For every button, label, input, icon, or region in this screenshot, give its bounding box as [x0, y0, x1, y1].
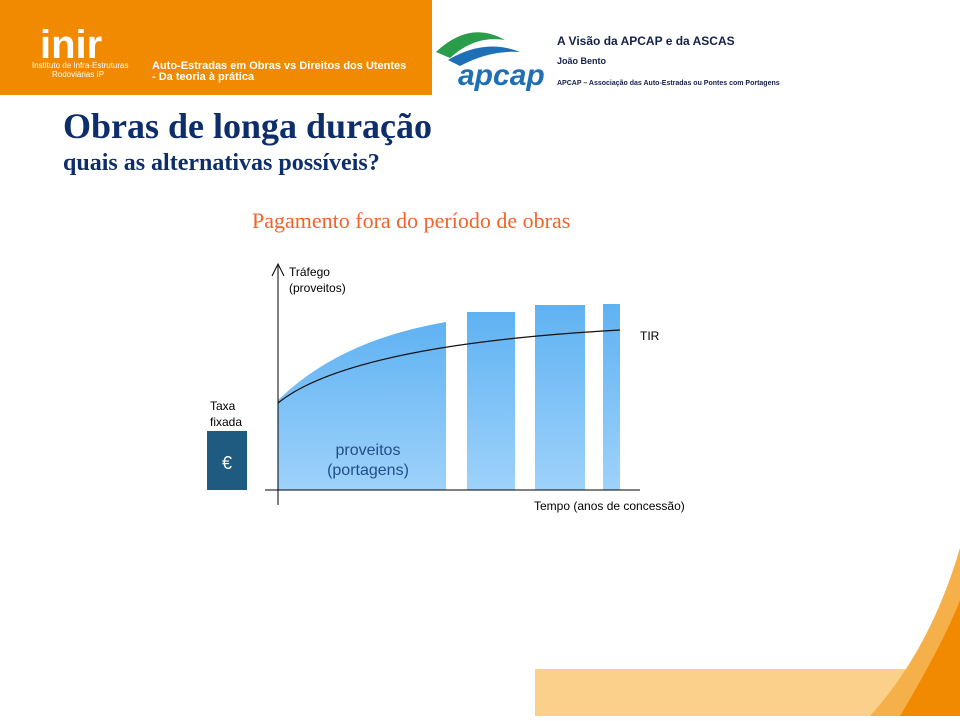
tir-label: TIR — [640, 329, 660, 343]
event-subtitle: - Da teoria à prática — [152, 71, 255, 83]
area-label: proveitos — [336, 442, 401, 459]
slide-title: Obras de longa duração — [63, 106, 432, 146]
area-label: (portagens) — [327, 462, 409, 479]
fixed-rate-label: Taxa — [210, 399, 236, 413]
euro-symbol: € — [222, 453, 232, 473]
revenue-area — [278, 322, 446, 490]
revenue-bar — [603, 304, 620, 490]
y-axis-label: Tráfego — [289, 265, 330, 279]
institute-line: Instituto de Infra-Estruturas — [32, 61, 129, 70]
speaker: João Bento — [557, 56, 607, 66]
x-axis-label: Tempo (anos de concessão) — [534, 499, 685, 513]
revenue-bar — [467, 312, 515, 490]
event-title: Auto-Estradas em Obras vs Direitos dos U… — [152, 60, 406, 72]
apcap-logo: apcap — [458, 59, 545, 92]
header-band — [0, 0, 432, 95]
fixed-rate-label: fixada — [210, 415, 242, 429]
footer-swoosh — [900, 600, 960, 716]
slide-heading: Pagamento fora do período de obras — [252, 208, 570, 233]
talk-title: A Visão da APCAP e da ASCAS — [557, 34, 735, 48]
institute-line: Rodoviárias IP — [52, 70, 104, 79]
inir-logo: inir — [40, 23, 102, 67]
slide-subtitle: quais as alternativas possíveis? — [63, 150, 380, 176]
fixed-rate-box — [207, 431, 247, 490]
axis-arrow — [271, 262, 285, 277]
apcap-swoosh — [436, 32, 505, 58]
apcap-swoosh — [448, 46, 520, 66]
organization: APCAP – Associação das Auto-Estradas ou … — [557, 80, 780, 87]
y-axis-label: (proveitos) — [289, 281, 346, 295]
tir-curve — [277, 329, 621, 404]
